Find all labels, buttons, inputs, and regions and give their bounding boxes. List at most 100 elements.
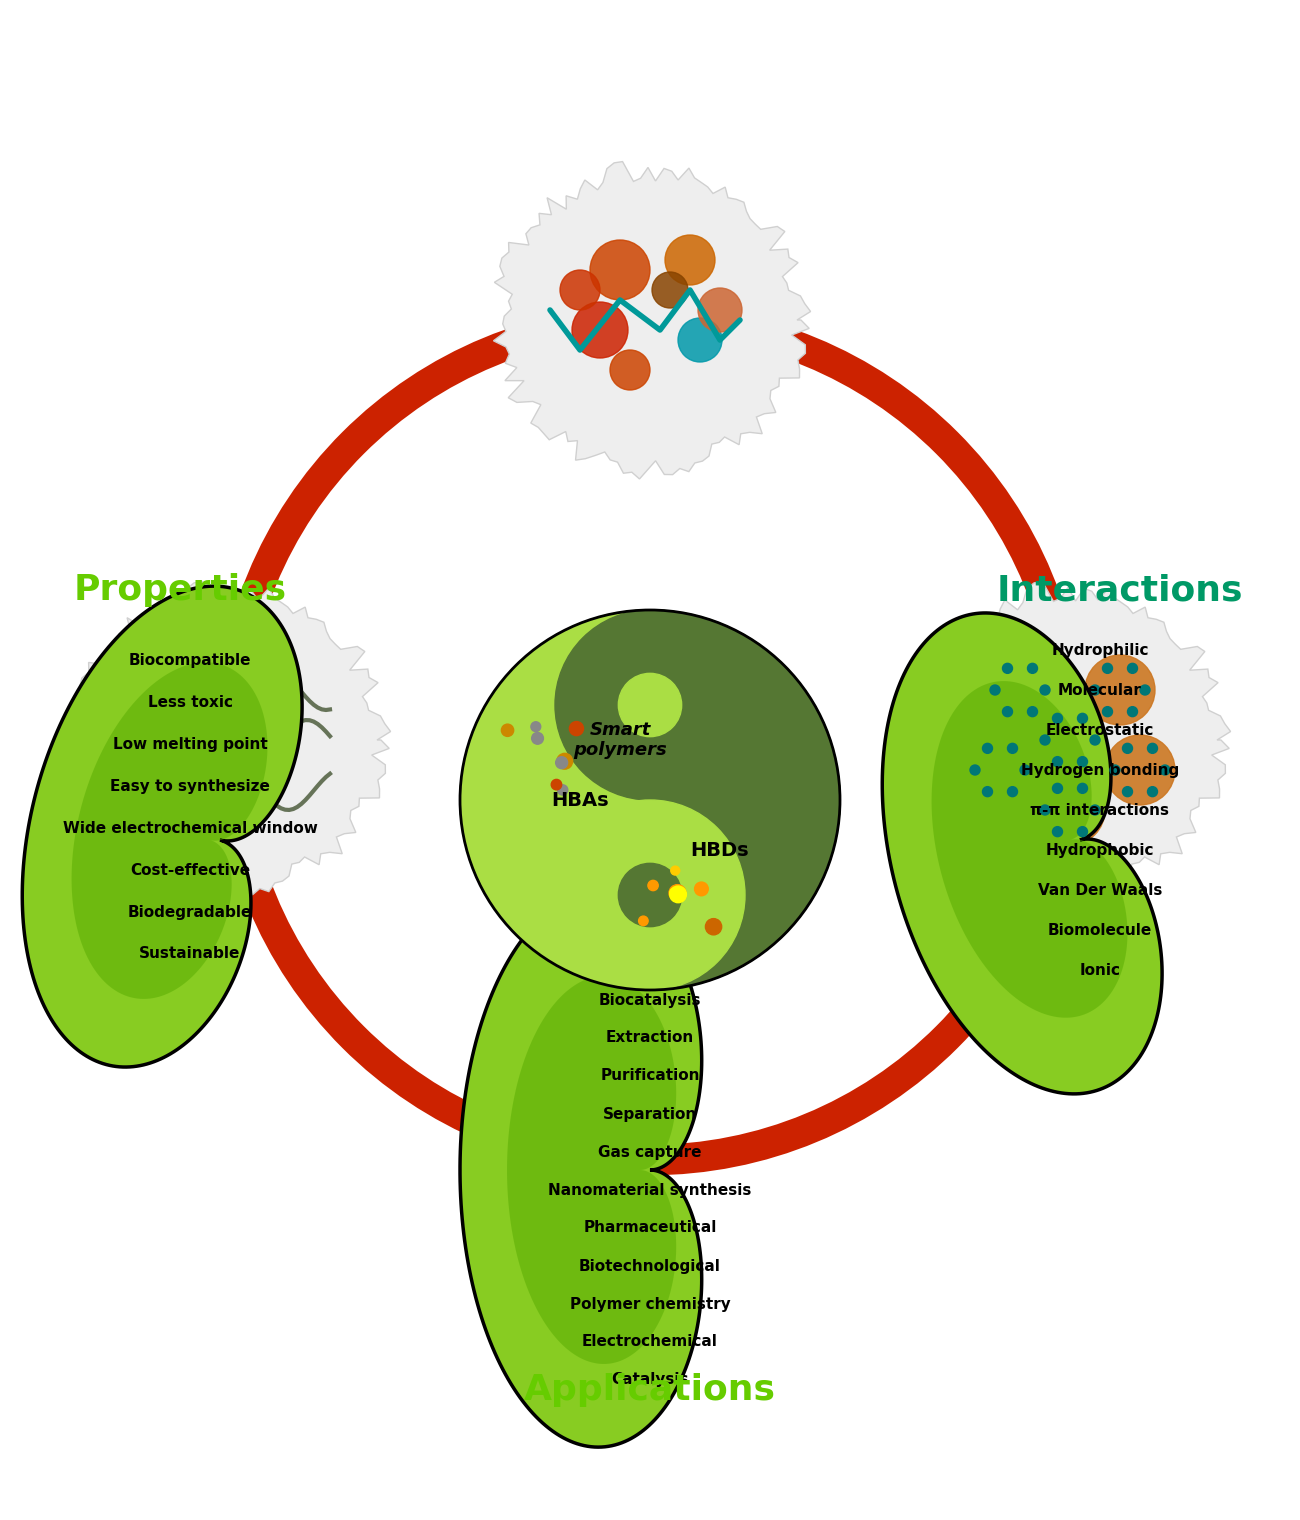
Circle shape bbox=[1020, 765, 1030, 775]
Circle shape bbox=[1089, 806, 1100, 815]
Circle shape bbox=[1078, 827, 1088, 836]
Text: Gas capture: Gas capture bbox=[598, 1145, 702, 1160]
Circle shape bbox=[970, 765, 980, 775]
Circle shape bbox=[1040, 806, 1050, 815]
Text: Biodegradable: Biodegradable bbox=[127, 904, 252, 920]
Circle shape bbox=[1053, 713, 1062, 724]
Circle shape bbox=[1086, 655, 1154, 725]
Circle shape bbox=[991, 686, 1000, 695]
Text: Biotechnological: Biotechnological bbox=[578, 1259, 722, 1274]
Circle shape bbox=[460, 610, 840, 990]
Text: Electrostatic: Electrostatic bbox=[1045, 722, 1154, 737]
Polygon shape bbox=[22, 587, 302, 1067]
Circle shape bbox=[694, 882, 709, 895]
Circle shape bbox=[1089, 736, 1100, 745]
Circle shape bbox=[985, 655, 1056, 725]
Wedge shape bbox=[650, 610, 840, 990]
Circle shape bbox=[1040, 736, 1050, 745]
Circle shape bbox=[1122, 787, 1132, 796]
Circle shape bbox=[1027, 707, 1037, 716]
Circle shape bbox=[1008, 743, 1018, 754]
Circle shape bbox=[1035, 705, 1105, 775]
Circle shape bbox=[1008, 787, 1018, 796]
Circle shape bbox=[983, 787, 992, 796]
Text: Molecular: Molecular bbox=[1058, 682, 1141, 698]
Text: Extraction: Extraction bbox=[606, 1031, 694, 1046]
Circle shape bbox=[610, 350, 650, 391]
Circle shape bbox=[1127, 663, 1138, 673]
Circle shape bbox=[983, 743, 992, 754]
Text: Biomolecule: Biomolecule bbox=[1048, 923, 1152, 938]
Circle shape bbox=[590, 240, 650, 299]
Text: Interactions: Interactions bbox=[997, 573, 1243, 606]
Circle shape bbox=[679, 318, 722, 362]
Circle shape bbox=[1053, 827, 1062, 836]
Circle shape bbox=[647, 880, 658, 891]
Circle shape bbox=[653, 272, 688, 309]
Text: Purification: Purification bbox=[601, 1069, 699, 1084]
Text: Sustainable: Sustainable bbox=[139, 947, 240, 962]
Text: HBDs: HBDs bbox=[690, 841, 749, 859]
Circle shape bbox=[558, 784, 568, 795]
Circle shape bbox=[502, 724, 514, 736]
Circle shape bbox=[706, 918, 722, 935]
Text: Electrochemical: Electrochemical bbox=[582, 1335, 718, 1350]
Circle shape bbox=[670, 888, 679, 897]
Circle shape bbox=[1102, 707, 1113, 716]
Text: Biocompatible: Biocompatible bbox=[129, 652, 251, 667]
Text: Less toxic: Less toxic bbox=[147, 695, 233, 710]
Circle shape bbox=[1102, 663, 1113, 673]
Text: Cost-effective: Cost-effective bbox=[130, 862, 250, 877]
Circle shape bbox=[1127, 707, 1138, 716]
Text: Easy to synthesize: Easy to synthesize bbox=[111, 778, 270, 793]
Circle shape bbox=[530, 722, 541, 731]
Text: Hydrophobic: Hydrophobic bbox=[1045, 842, 1154, 857]
Text: π-π interactions: π-π interactions bbox=[1031, 803, 1170, 818]
Circle shape bbox=[1148, 743, 1157, 754]
Text: Separation: Separation bbox=[603, 1107, 697, 1122]
Polygon shape bbox=[932, 681, 1127, 1018]
Circle shape bbox=[1053, 757, 1062, 766]
Circle shape bbox=[1078, 783, 1088, 793]
Circle shape bbox=[532, 733, 543, 745]
Circle shape bbox=[638, 917, 649, 926]
Circle shape bbox=[1002, 707, 1013, 716]
Text: Properties: Properties bbox=[73, 573, 286, 606]
Text: Pharmaceutical: Pharmaceutical bbox=[584, 1221, 716, 1236]
Text: Smart
polymers: Smart polymers bbox=[573, 720, 667, 760]
Circle shape bbox=[670, 885, 686, 901]
Text: Hydrogen bonding: Hydrogen bonding bbox=[1020, 763, 1179, 778]
Circle shape bbox=[671, 866, 680, 876]
Circle shape bbox=[1122, 743, 1132, 754]
Text: Catalysis: Catalysis bbox=[611, 1373, 689, 1388]
Circle shape bbox=[670, 886, 686, 903]
Circle shape bbox=[555, 800, 745, 990]
Circle shape bbox=[1078, 757, 1088, 766]
Circle shape bbox=[560, 271, 601, 310]
Circle shape bbox=[1105, 736, 1175, 806]
Circle shape bbox=[569, 722, 584, 736]
Text: HBAs: HBAs bbox=[551, 790, 608, 810]
Text: Wide electrochemical window: Wide electrochemical window bbox=[62, 821, 317, 836]
Circle shape bbox=[1160, 765, 1170, 775]
Circle shape bbox=[556, 754, 572, 769]
Polygon shape bbox=[914, 582, 1231, 898]
Circle shape bbox=[1089, 686, 1100, 695]
Text: Biocatalysis: Biocatalysis bbox=[599, 993, 701, 1008]
Text: Low melting point: Low melting point bbox=[113, 737, 268, 751]
Circle shape bbox=[1140, 686, 1150, 695]
Text: Hydrophilic: Hydrophilic bbox=[1052, 643, 1149, 658]
Circle shape bbox=[555, 610, 745, 800]
Circle shape bbox=[1078, 713, 1088, 724]
Text: Ionic: Ionic bbox=[1079, 962, 1121, 977]
Circle shape bbox=[1148, 787, 1157, 796]
Text: Nanomaterial synthesis: Nanomaterial synthesis bbox=[549, 1183, 751, 1198]
Circle shape bbox=[1053, 783, 1062, 793]
Circle shape bbox=[1110, 765, 1121, 775]
Circle shape bbox=[619, 863, 681, 927]
Circle shape bbox=[1002, 663, 1013, 673]
Circle shape bbox=[698, 287, 742, 331]
Circle shape bbox=[1027, 663, 1037, 673]
Circle shape bbox=[619, 673, 681, 737]
Text: Polymer chemistry: Polymer chemistry bbox=[569, 1297, 731, 1312]
